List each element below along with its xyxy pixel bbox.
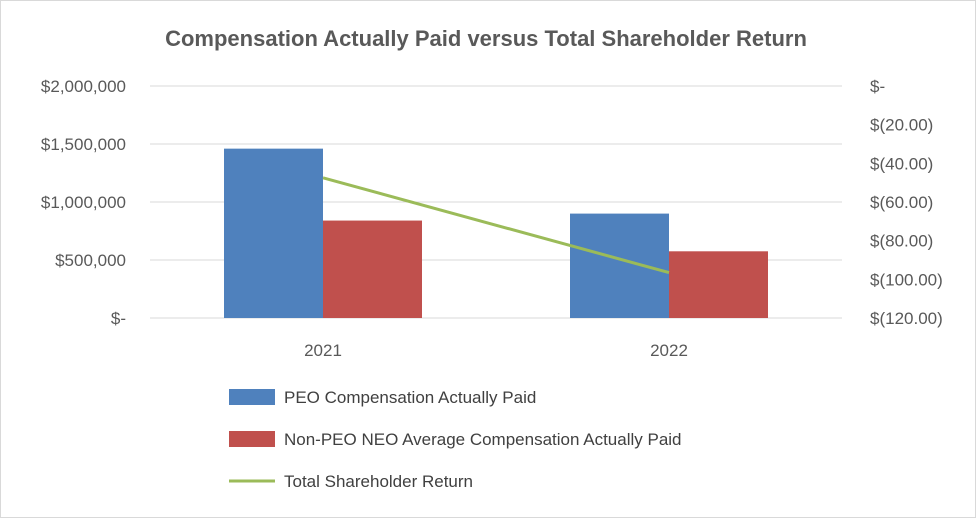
bar-non-peo-2021: [323, 220, 422, 318]
x-tick-label: 2021: [304, 341, 342, 360]
left-tick-label: $-: [111, 309, 126, 328]
x-tick-label: 2022: [650, 341, 688, 360]
left-axis-ticks: $2,000,000 $1,500,000 $1,000,000 $500,000 $-: [41, 77, 126, 328]
right-tick-label: $(80.00): [870, 232, 933, 251]
left-tick-label: $2,000,000: [41, 77, 126, 96]
right-tick-label: $(120.00): [870, 309, 943, 328]
legend-label: Total Shareholder Return: [284, 472, 473, 491]
line-series: [322, 176, 670, 275]
bar-peo-2022: [570, 213, 669, 318]
right-tick-label: $(20.00): [870, 116, 933, 135]
legend-label: PEO Compensation Actually Paid: [284, 388, 536, 407]
bar-peo-2021: [224, 148, 323, 318]
left-tick-label: $1,500,000: [41, 135, 126, 154]
right-axis-ticks: $- $(20.00) $(40.00) $(60.00) $(80.00) $(100.…: [870, 77, 943, 328]
right-tick-label: $-: [870, 77, 885, 96]
legend: PEO Compensation Actually Paid Non-PEO NE…: [229, 388, 682, 491]
legend-label: Non-PEO NEO Average Compensation Actuall…: [284, 430, 682, 449]
right-tick-label: $(100.00): [870, 270, 943, 289]
chart-title: Compensation Actually Paid versus Total …: [165, 26, 807, 51]
right-tick-label: $(60.00): [870, 193, 933, 212]
bar-non-peo-2022: [669, 251, 768, 318]
left-tick-label: $500,000: [55, 251, 126, 270]
x-axis-ticks: 2021 2022: [304, 341, 688, 360]
legend-swatch: [229, 389, 275, 405]
bar-series: [224, 148, 768, 318]
line-total-shareholder-return: [322, 176, 670, 275]
right-tick-label: $(40.00): [870, 154, 933, 173]
left-tick-label: $1,000,000: [41, 193, 126, 212]
legend-swatch: [229, 431, 275, 447]
